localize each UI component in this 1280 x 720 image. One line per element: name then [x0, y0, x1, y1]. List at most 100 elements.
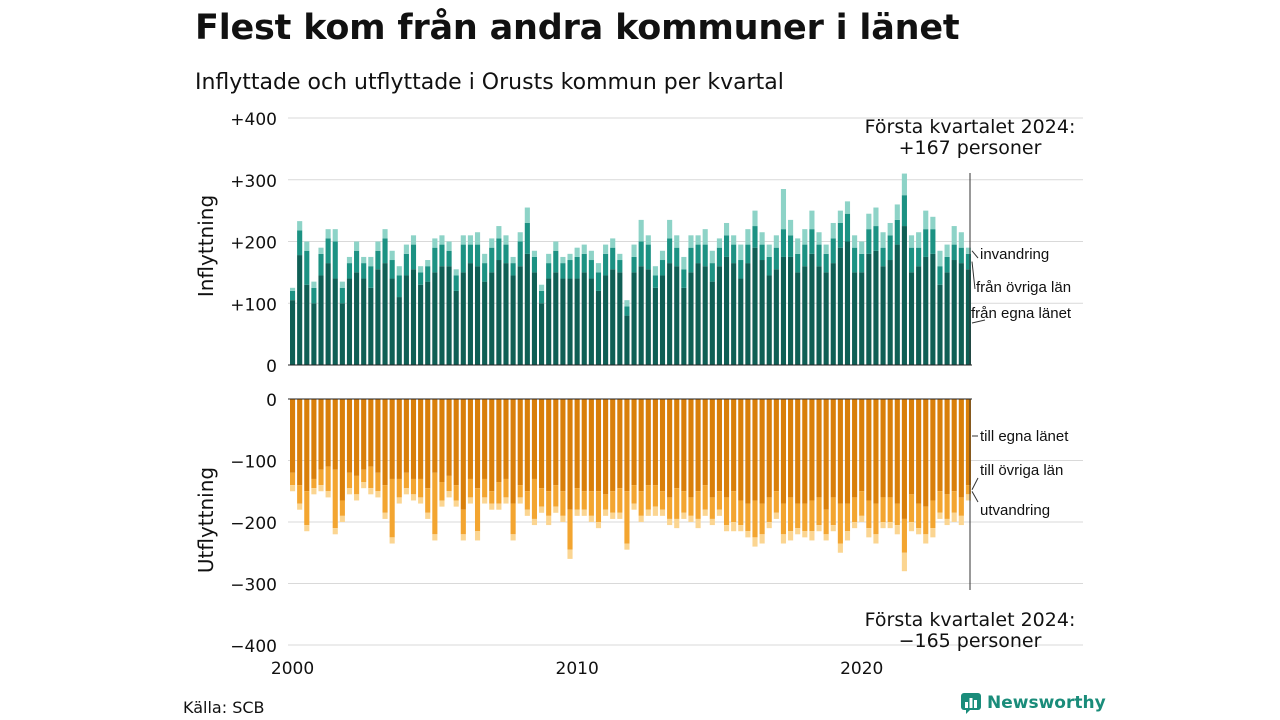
inflow-bar-segment — [361, 278, 367, 365]
outflow-bar-segment — [859, 515, 865, 522]
outflow-bar-segment — [403, 472, 409, 489]
outflow-bar-segment — [510, 503, 516, 535]
inflow-bar-segment — [880, 247, 886, 267]
inflow-bar-segment — [965, 253, 971, 270]
inflow-bar-segment — [830, 238, 836, 264]
inflow-bar-segment — [809, 229, 815, 254]
inflow-bar-segment — [595, 263, 602, 273]
inflow-bar-segment — [311, 281, 317, 288]
outflow-bar-segment — [389, 478, 395, 538]
inflow-bar-segment — [517, 266, 523, 365]
inflow-bar-segment — [418, 284, 424, 366]
inflow-bar-segment — [332, 278, 338, 365]
outflow-bar-segment — [659, 491, 666, 510]
outflow-bar-segment — [581, 399, 587, 492]
outflow-bar-segment — [574, 399, 580, 489]
inflow-bar-segment — [382, 229, 388, 239]
inflow-bar-segment — [638, 266, 644, 365]
inflow-bar-segment — [410, 235, 417, 245]
inflow-bar-segment — [937, 266, 943, 285]
outflow-bar-segment — [667, 518, 673, 526]
inflow-bar-segment — [873, 250, 879, 365]
outflow-bar-segment — [923, 534, 929, 544]
inflow-bar-segment — [603, 244, 609, 254]
outflow-bar-segment — [873, 503, 879, 535]
outflow-bar-segment — [752, 500, 758, 538]
inflow-bar-segment — [467, 244, 473, 264]
inflow-bar-segment — [674, 235, 680, 248]
bottom-y-tick-label: 0 — [266, 391, 277, 411]
inflow-bar-segment — [425, 266, 431, 282]
inflow-bar-segment — [446, 266, 452, 365]
chart-subtitle: Inflyttade och utflyttade i Orusts kommu… — [195, 70, 784, 95]
inflow-bar-segment — [745, 263, 751, 365]
inflow-bar-segment — [830, 263, 836, 365]
outflow-bar-segment — [930, 399, 936, 501]
outflow-bar-segment — [674, 488, 680, 519]
inflow-bar-segment — [930, 253, 936, 365]
outflow-bar-segment — [560, 515, 566, 522]
outflow-bar-segment — [809, 531, 815, 541]
bottom-y-tick-label: −200 — [230, 514, 277, 534]
inflow-bar-segment — [617, 260, 623, 273]
inflow-bar-segment — [624, 300, 630, 307]
outflow-bar-segment — [425, 488, 431, 513]
top-y-tick-label: +200 — [230, 234, 277, 254]
inflow-bar-segment — [659, 275, 666, 365]
inflow-bar-segment — [517, 241, 523, 267]
outflow-bar-segment — [723, 497, 730, 526]
outflow-bar-segment — [539, 488, 545, 507]
outflow-bar-segment — [339, 399, 345, 501]
inflow-bars — [290, 173, 971, 366]
inflow-bar-segment — [809, 253, 815, 365]
outflow-bar-segment — [474, 399, 481, 489]
outflow-bar-segment — [652, 506, 658, 516]
inflow-bar-segment — [716, 266, 722, 365]
inflow-bar-segment — [901, 226, 907, 365]
outflow-bar-segment — [908, 494, 915, 522]
outflow-bar-segment — [780, 503, 787, 535]
outflow-bar-segment — [539, 506, 545, 513]
inflow-bar-segment — [951, 226, 957, 245]
outflow-bar-segment — [588, 399, 594, 492]
inflow-bar-segment — [852, 272, 858, 366]
inflow-bar-segment — [731, 235, 737, 245]
inflow-bar-segment — [546, 253, 552, 264]
inflow-bar-segment — [489, 272, 495, 366]
inflow-bar-segment — [723, 256, 730, 365]
inflow-bar-segment — [681, 269, 687, 288]
outflow-bar-segment — [574, 488, 580, 510]
inflow-bar-segment — [467, 235, 473, 245]
outflow-bar-segment — [752, 399, 758, 501]
outflow-bar-segment — [617, 488, 623, 513]
inflow-bar-segment — [574, 278, 580, 365]
outflow-bar-segment — [361, 482, 367, 489]
outflow-bar-segment — [716, 509, 722, 516]
outflow-bar-segment — [396, 399, 402, 479]
inflow-bar-segment — [652, 287, 658, 365]
outflow-bar-segment — [531, 518, 538, 526]
inflow-bar-segment — [617, 253, 623, 261]
outflow-bar-segment — [908, 399, 915, 495]
outflow-bar-segment — [332, 399, 338, 470]
outflow-bar-segment — [546, 515, 552, 526]
outflow-bar-segment — [489, 399, 495, 492]
top-y-tick-label: +300 — [230, 172, 277, 192]
outflow-bar-segment — [731, 522, 737, 532]
outflow-bar-segment — [603, 399, 609, 495]
inflow-bar-segment — [510, 256, 516, 264]
inflow-bar-segment — [681, 256, 687, 270]
outflow-bar-segment — [901, 399, 907, 519]
outflow-bar-segment — [681, 399, 687, 492]
outflow-bar-segment — [311, 488, 317, 495]
inflow-bar-segment — [965, 247, 971, 254]
outflow-bar-segment — [517, 497, 523, 504]
inflow-bar-segment — [304, 284, 310, 366]
outflow-bar-segment — [567, 399, 573, 510]
outflow-bar-segment — [937, 512, 943, 519]
inflow-bar-segment — [773, 247, 779, 270]
inflow-bar-segment — [880, 232, 886, 248]
inflow-bar-segment — [645, 235, 651, 245]
inflow-bar-segment — [368, 266, 374, 288]
inflow-bar-segment — [951, 244, 957, 261]
